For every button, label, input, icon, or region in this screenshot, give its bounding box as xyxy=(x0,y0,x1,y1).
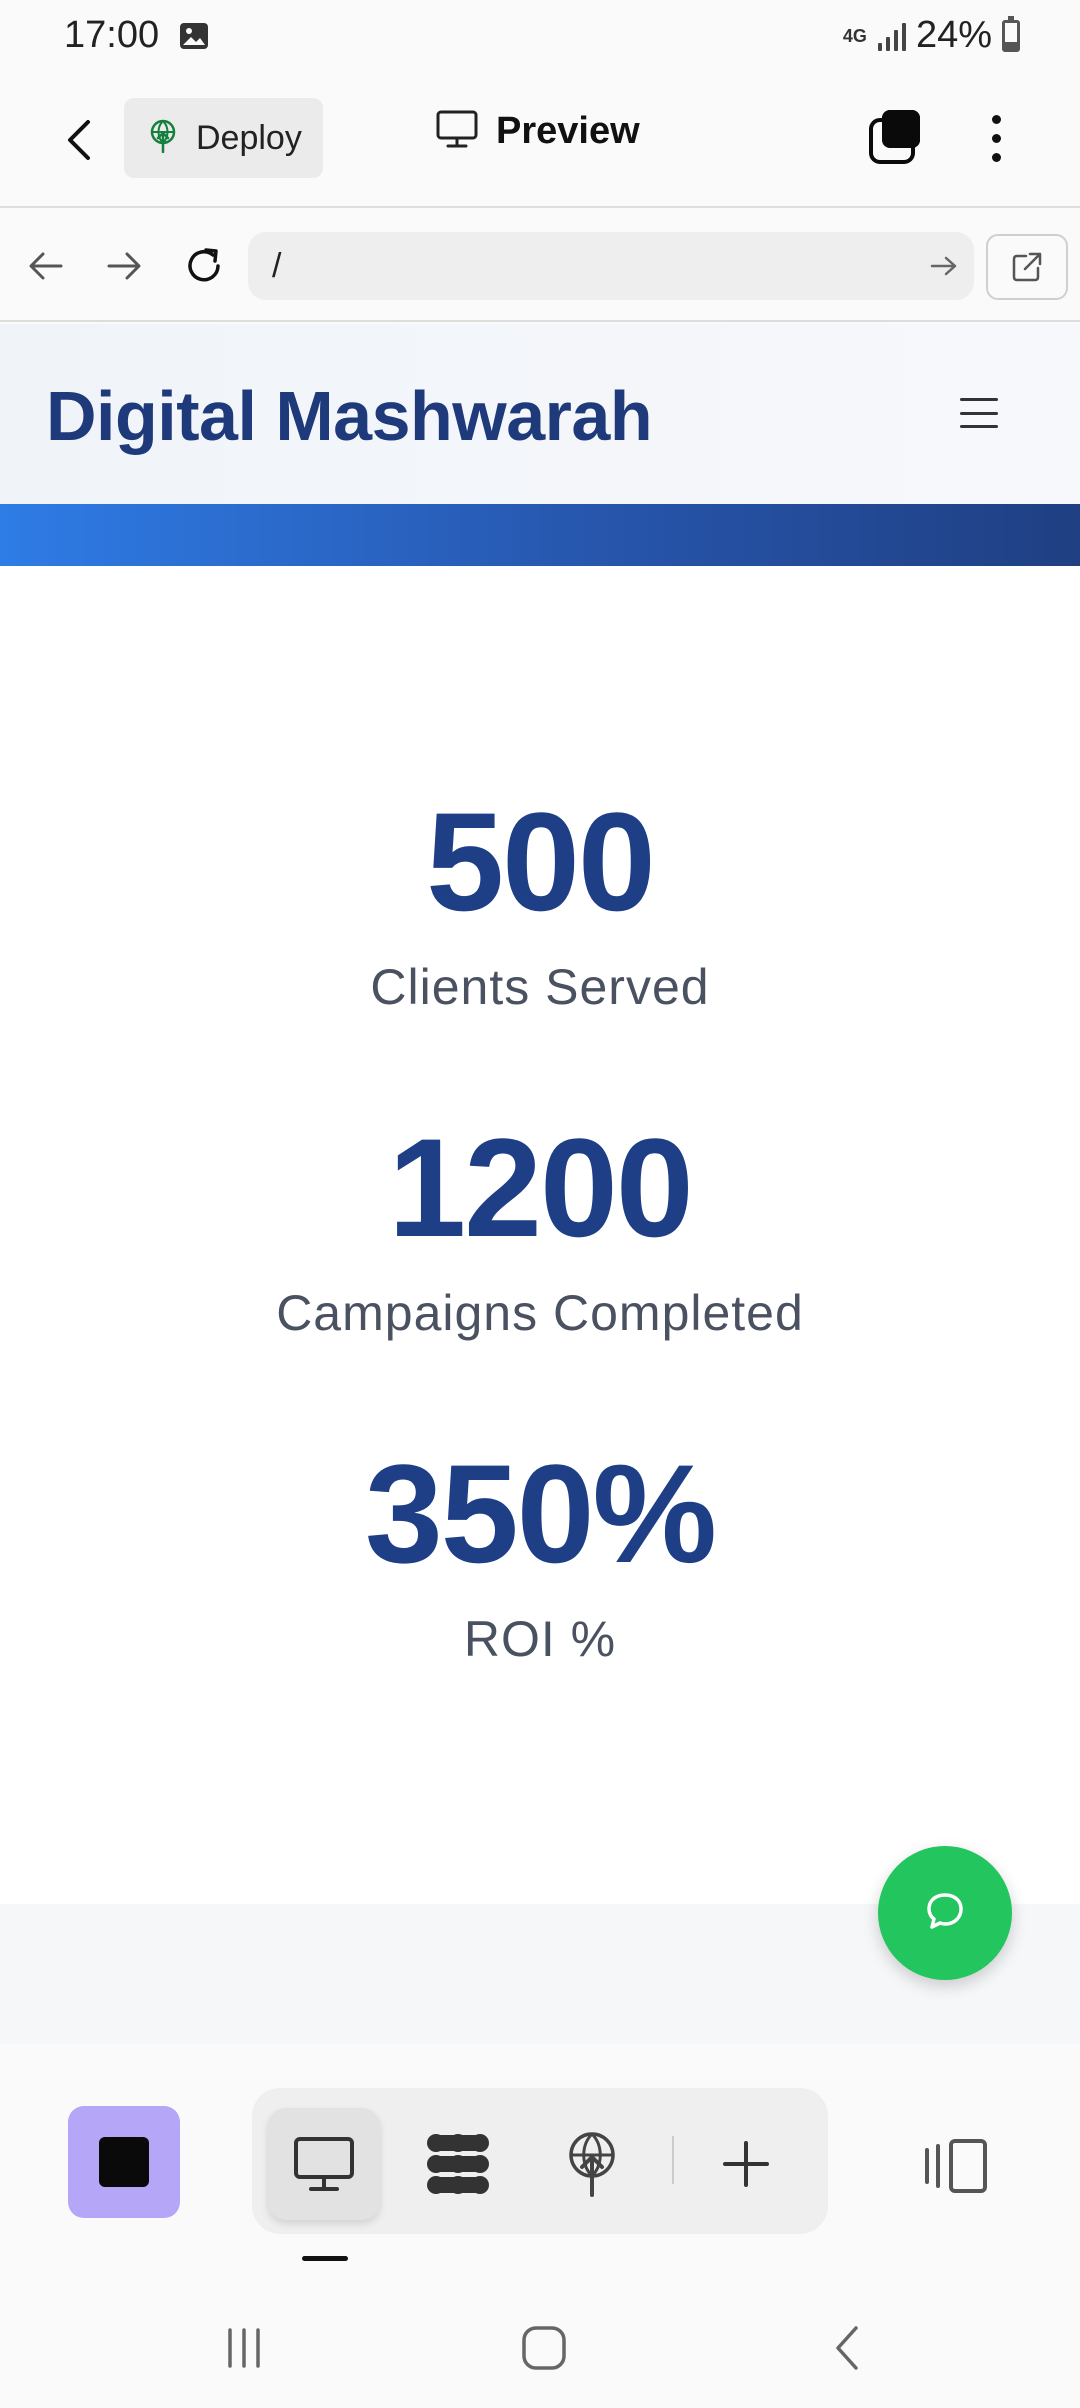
go-arrow-icon[interactable] xyxy=(914,236,974,296)
browser-toolbar: / xyxy=(0,210,1080,322)
stat-item: 500 Clients Served xyxy=(0,792,1080,1016)
stat-number: 500 xyxy=(426,783,656,940)
stat-number: 350% xyxy=(364,1435,717,1592)
stat-label: Campaigns Completed xyxy=(276,1285,804,1341)
url-input[interactable]: / xyxy=(248,232,974,300)
url-value: / xyxy=(272,246,282,285)
image-icon xyxy=(178,20,210,52)
status-indicators: 4G 24% xyxy=(842,14,1020,57)
bottom-toolbar xyxy=(0,2044,1080,2284)
stop-button[interactable] xyxy=(68,2106,180,2218)
back-nav-icon[interactable] xyxy=(818,2318,878,2378)
stats-section: 500 Clients Served 1200 Campaigns Comple… xyxy=(0,566,1080,1904)
desktop-preview-icon[interactable] xyxy=(268,2108,380,2220)
app-bar: Deploy Preview xyxy=(0,72,1080,208)
status-bar: 17:00 4G 24% xyxy=(0,0,1080,72)
battery-percent: 24% xyxy=(915,14,992,56)
network-4g-icon: 4G xyxy=(842,25,867,46)
status-time: 17:00 xyxy=(64,14,160,56)
refresh-icon[interactable] xyxy=(176,238,232,294)
apps-grid-icon[interactable] xyxy=(402,2108,514,2220)
back-icon[interactable] xyxy=(18,238,74,294)
add-icon[interactable] xyxy=(690,2108,802,2220)
deploy-button[interactable]: Deploy xyxy=(124,98,323,178)
deploy-label: Deploy xyxy=(196,118,302,157)
split-panel-icon[interactable] xyxy=(920,2130,992,2202)
forward-icon[interactable] xyxy=(96,238,152,294)
stat-item: 1200 Campaigns Completed xyxy=(0,1118,1080,1342)
site-header: Digital Mashwarah xyxy=(0,324,1080,504)
monitor-icon xyxy=(436,110,478,153)
stat-item: 350% ROI % xyxy=(0,1444,1080,1668)
deploy-icon xyxy=(148,119,178,158)
system-nav-bar xyxy=(0,2284,1080,2408)
stat-label: ROI % xyxy=(463,1611,617,1667)
recent-apps-icon[interactable] xyxy=(214,2318,274,2378)
more-vertical-icon[interactable] xyxy=(976,106,1016,170)
hamburger-icon[interactable] xyxy=(960,398,998,428)
active-mode-indicator xyxy=(302,2256,348,2261)
signal-icon xyxy=(877,21,906,51)
external-link-icon[interactable] xyxy=(986,234,1068,300)
accent-band xyxy=(0,504,1080,566)
stat-label: Clients Served xyxy=(370,959,710,1015)
deploy-globe-icon[interactable] xyxy=(536,2108,648,2220)
site-title[interactable]: Digital Mashwarah xyxy=(46,377,653,455)
tabs-icon[interactable] xyxy=(866,106,926,166)
mode-divider xyxy=(672,2136,674,2184)
preview-label: Preview xyxy=(496,110,640,152)
preview-title: Preview xyxy=(436,110,640,153)
chat-fab-button[interactable] xyxy=(878,1846,1012,1980)
home-icon[interactable] xyxy=(514,2318,574,2378)
back-arrow-icon[interactable] xyxy=(52,108,108,172)
mode-switcher xyxy=(252,2088,828,2234)
battery-icon xyxy=(1002,15,1020,52)
stop-icon xyxy=(99,2137,149,2187)
chat-bubble-icon xyxy=(921,1887,969,1940)
stat-number: 1200 xyxy=(388,1109,693,1266)
